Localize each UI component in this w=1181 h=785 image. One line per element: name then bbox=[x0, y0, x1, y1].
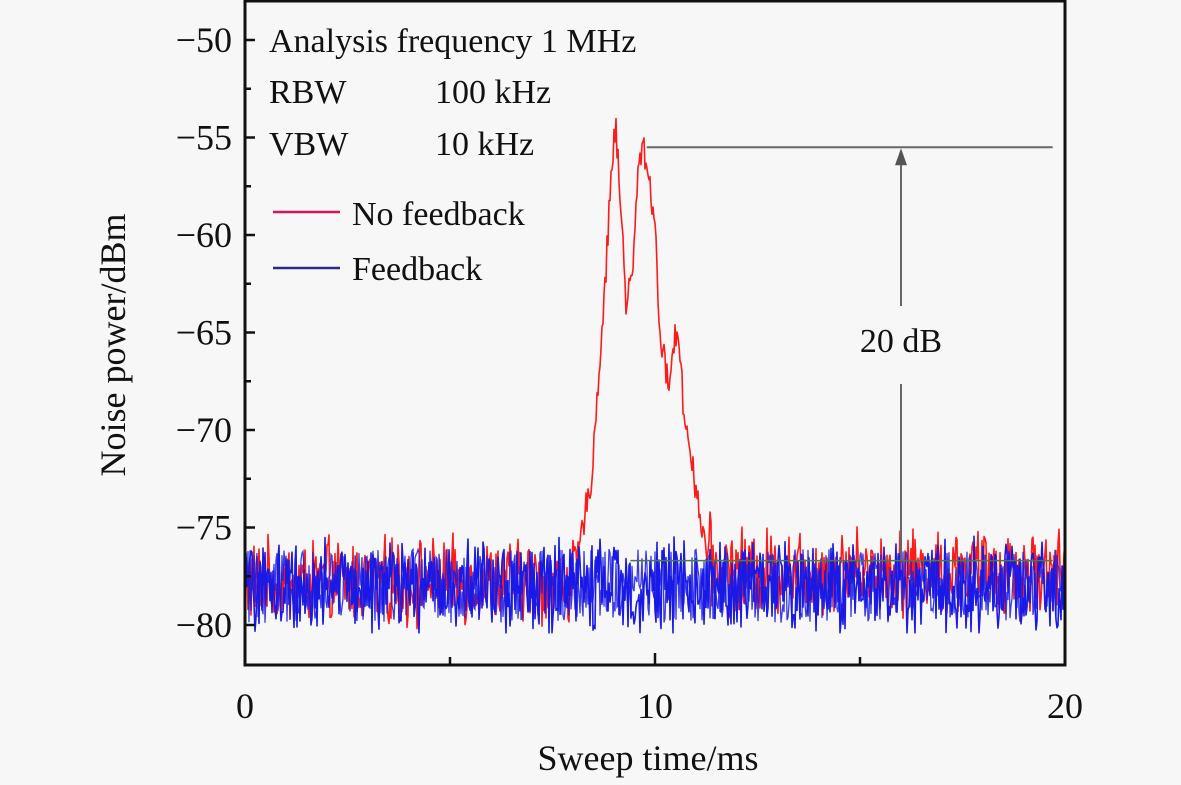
x-axis-label: Sweep time/ms bbox=[538, 738, 759, 778]
y-tick-label: −65 bbox=[176, 313, 232, 353]
legend-label-no-feedback: No feedback bbox=[352, 196, 525, 233]
axis-ticks bbox=[243, 38, 1067, 665]
annotation-rbw-value: 100 kHz bbox=[435, 74, 551, 111]
y-tick-label: −70 bbox=[176, 410, 232, 450]
legend: No feedback Feedback bbox=[273, 196, 525, 288]
y-tick-label: −60 bbox=[176, 215, 232, 255]
y-tick-label: −75 bbox=[176, 508, 232, 548]
axis-tick-labels: 0 10 20 −50 −55 −60 −65 −70 −75 −80 bbox=[176, 20, 1083, 726]
annotation-analysis-frequency: Analysis frequency 1 MHz bbox=[269, 23, 636, 60]
annotation-vbw-value: 10 kHz bbox=[435, 126, 534, 163]
annotation-rbw-label: RBW bbox=[269, 74, 347, 111]
annotation-vbw-label: VBW bbox=[269, 126, 349, 163]
x-tick-label: 20 bbox=[1047, 686, 1083, 726]
y-tick-label: −80 bbox=[176, 605, 232, 645]
y-tick-label: −50 bbox=[176, 20, 232, 60]
y-tick-label: −55 bbox=[176, 118, 232, 158]
data-traces bbox=[244, 117, 1066, 634]
x-tick-label: 10 bbox=[637, 686, 673, 726]
difference-label: 20 dB bbox=[860, 323, 942, 360]
series-line-feedback-overlay bbox=[244, 547, 1066, 623]
y-axis-label: Noise power/dBm bbox=[93, 214, 133, 477]
legend-label-feedback: Feedback bbox=[352, 251, 482, 288]
x-tick-label: 0 bbox=[236, 686, 254, 726]
arrow-head-icon bbox=[895, 148, 907, 166]
